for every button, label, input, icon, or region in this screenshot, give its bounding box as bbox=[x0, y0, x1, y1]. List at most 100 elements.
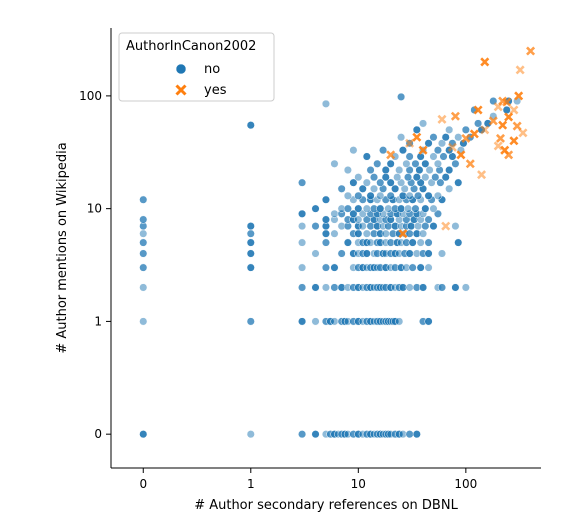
data-point-yes bbox=[473, 105, 483, 115]
data-point-no bbox=[311, 317, 320, 326]
data-point-no bbox=[421, 173, 430, 182]
data-point-no bbox=[454, 238, 463, 247]
data-point-no bbox=[424, 238, 433, 247]
data-point-no bbox=[330, 317, 339, 326]
legend-label-no: no bbox=[204, 62, 220, 77]
data-point-no bbox=[461, 283, 470, 292]
data-point-no bbox=[429, 152, 438, 161]
data-point-no bbox=[502, 105, 511, 115]
data-point-no bbox=[429, 133, 438, 142]
data-point-no bbox=[311, 283, 320, 292]
data-point-no bbox=[412, 430, 421, 439]
data-point-yes bbox=[515, 65, 525, 75]
data-point-no bbox=[437, 283, 447, 292]
data-point-no bbox=[139, 430, 148, 439]
data-point-no bbox=[246, 238, 255, 247]
data-point-no bbox=[397, 92, 406, 101]
data-point-no bbox=[408, 263, 417, 272]
data-point-yes bbox=[441, 221, 451, 231]
data-point-no bbox=[349, 209, 358, 218]
data-point-no bbox=[139, 283, 148, 292]
data-point-no bbox=[139, 238, 148, 247]
data-point-no bbox=[433, 159, 442, 168]
data-point-no bbox=[424, 139, 433, 148]
x-ticks: 0 1 10 100 bbox=[139, 468, 477, 491]
data-point-no bbox=[343, 238, 352, 247]
data-point-yes bbox=[495, 133, 506, 143]
data-point-no bbox=[414, 191, 423, 200]
data-point-no bbox=[421, 204, 430, 213]
data-point-no bbox=[298, 430, 307, 439]
data-point-no bbox=[337, 249, 346, 258]
data-point-no bbox=[441, 133, 450, 142]
data-point-yes bbox=[469, 129, 479, 139]
data-point-no bbox=[421, 222, 430, 231]
data-point-no bbox=[246, 317, 255, 326]
data-point-no bbox=[411, 204, 420, 213]
x-tick-label: 0 bbox=[139, 477, 147, 491]
data-point-no bbox=[424, 191, 433, 200]
data-point-no bbox=[343, 204, 352, 213]
data-point-no bbox=[437, 139, 447, 148]
data-point-no bbox=[405, 152, 414, 161]
legend-marker-yes bbox=[175, 84, 187, 96]
data-point-no bbox=[445, 165, 454, 175]
data-point-no bbox=[454, 133, 463, 142]
y-axis-label: # Author mentions on Wikipedia bbox=[55, 142, 70, 353]
data-point-no bbox=[298, 317, 307, 326]
data-point-no bbox=[358, 222, 367, 231]
data-point-no bbox=[436, 178, 445, 187]
data-point-no bbox=[354, 191, 363, 200]
data-point-no bbox=[298, 283, 307, 292]
data-point-yes bbox=[386, 150, 396, 160]
data-point-no bbox=[362, 204, 371, 213]
data-point-no bbox=[298, 238, 307, 247]
data-point-no bbox=[451, 222, 460, 231]
data-point-no bbox=[403, 173, 413, 182]
data-point-yes bbox=[504, 112, 514, 122]
data-point-no bbox=[412, 173, 421, 182]
legend-title: AuthorInCanon2002 bbox=[126, 39, 256, 54]
data-point-yes bbox=[398, 229, 408, 239]
data-point-no bbox=[321, 263, 330, 272]
data-point-no bbox=[362, 178, 371, 187]
data-point-no bbox=[373, 159, 382, 168]
data-point-no bbox=[376, 178, 385, 187]
series-no-points bbox=[139, 92, 522, 439]
data-point-yes bbox=[405, 138, 415, 148]
data-point-no bbox=[337, 184, 346, 193]
series-yes-points bbox=[386, 46, 536, 239]
data-point-no bbox=[395, 317, 404, 326]
data-point-no bbox=[362, 249, 371, 258]
data-point-no bbox=[424, 249, 433, 258]
data-point-no bbox=[349, 178, 358, 187]
x-axis-label: # Author secondary references on DBNL bbox=[194, 498, 458, 513]
data-point-no bbox=[379, 146, 388, 155]
data-point-no bbox=[386, 159, 395, 168]
data-point-no bbox=[246, 263, 255, 272]
data-point-no bbox=[330, 229, 339, 238]
data-point-no bbox=[139, 195, 148, 204]
data-point-no bbox=[354, 229, 363, 238]
data-point-no bbox=[412, 125, 421, 134]
data-point-no bbox=[451, 283, 460, 292]
x-tick-label: 100 bbox=[454, 477, 477, 491]
data-point-yes bbox=[456, 150, 466, 160]
data-point-no bbox=[354, 215, 363, 224]
data-point-no bbox=[321, 99, 330, 108]
data-point-no bbox=[398, 146, 407, 155]
data-point-no bbox=[311, 430, 320, 439]
data-point-no bbox=[321, 229, 330, 238]
data-point-no bbox=[246, 121, 255, 130]
data-point-no bbox=[433, 146, 442, 155]
data-point-no bbox=[405, 191, 414, 200]
data-point-no bbox=[311, 249, 320, 258]
legend-marker-no bbox=[175, 63, 187, 75]
legend-label-yes: yes bbox=[204, 83, 227, 98]
data-point-no bbox=[298, 222, 307, 231]
y-ticks: 0 1 10 100 bbox=[79, 89, 111, 441]
data-point-no bbox=[384, 204, 393, 213]
data-point-no bbox=[397, 133, 406, 142]
data-point-yes bbox=[480, 57, 490, 67]
